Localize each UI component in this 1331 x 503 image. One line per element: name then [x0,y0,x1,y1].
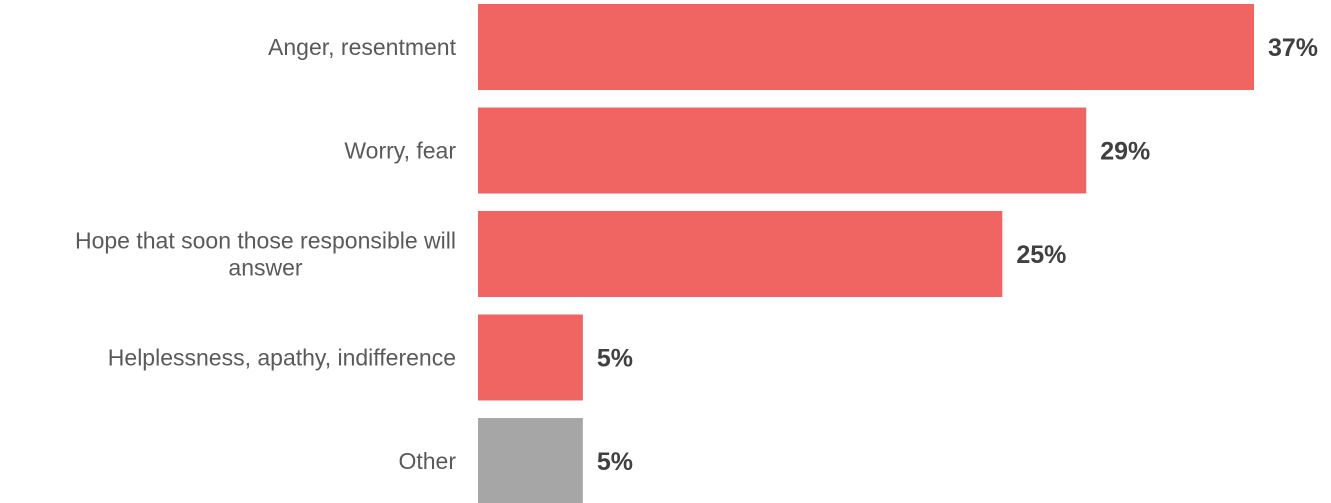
category-label-line: answer [228,255,302,281]
value-label-5: 5% [597,448,633,476]
category-label-line: Helplessness, apathy, indifference [108,345,456,371]
category-label-4: Helplessness, apathy, indifference [108,345,456,371]
bar-4 [478,314,583,401]
category-label-line: Other [398,448,456,474]
bar-2 [478,107,1087,194]
category-label-line: Hope that soon those responsible will [75,228,456,254]
category-label-3: Hope that soon those responsible will ans… [75,228,456,281]
category-label-line: Anger, resentment [268,34,457,60]
category-label-line: Worry, fear [344,138,456,164]
bar-3 [478,211,1003,297]
category-label-5: Other [398,448,456,474]
category-label-2: Worry, fear [344,138,456,164]
value-label-3: 25% [1016,241,1066,269]
value-label-4: 5% [597,345,633,373]
value-label-2: 29% [1100,138,1150,166]
value-label-1: 37% [1268,34,1318,62]
bar-5 [478,418,583,503]
category-label-1: Anger, resentment [268,34,457,60]
bar-1 [478,4,1254,90]
